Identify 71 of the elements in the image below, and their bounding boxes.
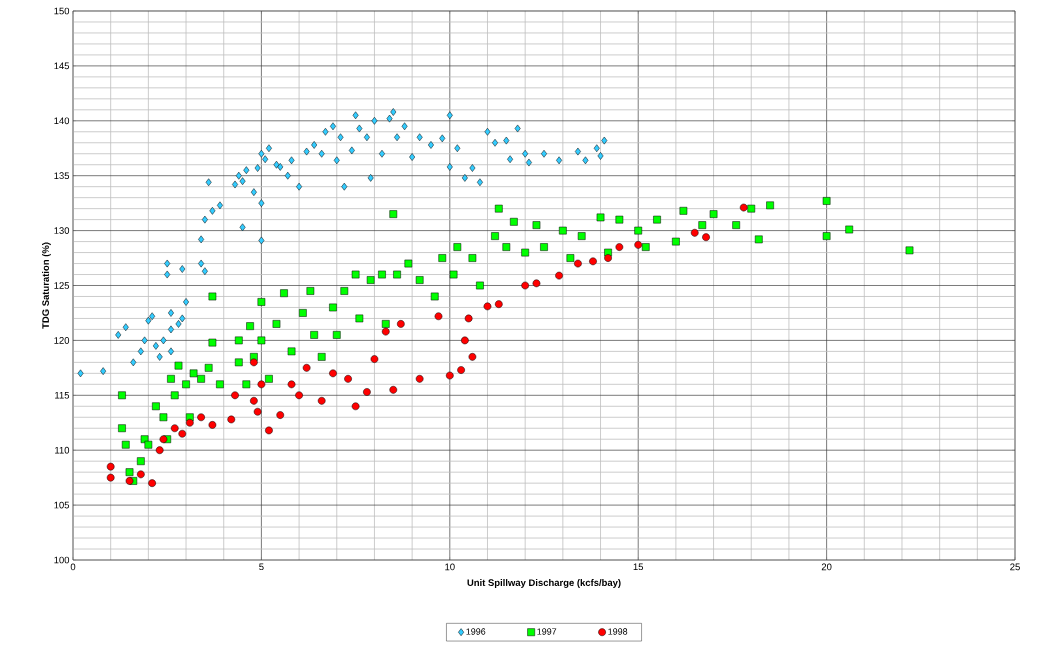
point <box>370 355 379 363</box>
point <box>363 388 371 396</box>
point <box>521 281 529 290</box>
point <box>483 302 492 311</box>
point <box>574 259 582 268</box>
point <box>739 203 748 212</box>
point <box>265 426 273 435</box>
point <box>302 364 311 372</box>
point <box>155 446 164 455</box>
point <box>389 385 398 394</box>
point <box>231 391 239 400</box>
point <box>287 380 296 389</box>
y-tick-label: 100 <box>54 556 70 564</box>
y-tick-label: 110 <box>55 446 70 454</box>
x-tick-label: 5 <box>259 563 264 571</box>
point <box>106 462 115 471</box>
point <box>227 415 236 424</box>
x-tick-label: 25 <box>1010 563 1020 571</box>
y-tick-label: 120 <box>54 337 70 344</box>
point <box>257 380 266 389</box>
point <box>464 314 473 323</box>
point <box>555 271 563 280</box>
point <box>106 473 115 482</box>
point <box>532 279 541 288</box>
point <box>344 374 352 383</box>
point <box>197 413 205 422</box>
point <box>468 353 477 361</box>
point <box>178 429 187 438</box>
x-axis-title: Unit Spillway Discharge (kcfs/bay) <box>467 579 621 588</box>
point <box>170 424 179 433</box>
point <box>329 369 337 378</box>
point <box>634 241 643 249</box>
y-tick-label: 115 <box>55 391 70 399</box>
y-axis-title: TDG Saturation (%) <box>42 242 51 329</box>
y-tick-label: 105 <box>54 501 70 509</box>
y-tick-label: 150 <box>54 7 70 15</box>
point <box>589 257 597 266</box>
point <box>434 312 443 321</box>
point <box>125 477 134 485</box>
point <box>396 320 405 328</box>
point <box>615 243 624 251</box>
point <box>461 336 469 345</box>
y-tick-label: 140 <box>54 117 70 125</box>
point <box>208 421 217 429</box>
y-tick-label: 130 <box>54 227 70 234</box>
point <box>317 396 326 405</box>
x-tick-label: 10 <box>445 563 455 571</box>
point <box>415 374 424 383</box>
point <box>457 366 465 374</box>
point <box>381 327 390 336</box>
x-tick-label: 0 <box>70 563 76 571</box>
y-tick-label: 125 <box>54 282 70 289</box>
point <box>295 391 303 400</box>
point <box>148 479 156 487</box>
legend-label: 1997 <box>537 628 557 635</box>
point <box>690 228 699 237</box>
point <box>253 407 262 416</box>
point <box>702 233 710 242</box>
point <box>494 300 503 308</box>
x-tick-label: 15 <box>633 563 644 571</box>
point <box>159 435 168 444</box>
y-tick-label: 135 <box>54 172 70 180</box>
legend-label: 1998 <box>608 628 628 635</box>
x-tick-label: 20 <box>821 563 832 571</box>
point <box>136 470 145 479</box>
legend-label: 1996 <box>466 628 486 635</box>
y-tick-label: 145 <box>54 62 70 70</box>
point <box>445 371 454 380</box>
point <box>250 396 258 405</box>
point <box>276 411 285 419</box>
point <box>351 402 360 411</box>
